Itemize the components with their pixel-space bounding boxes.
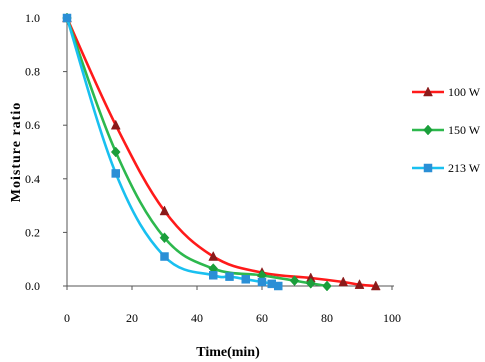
y-tick-label: 0.2 xyxy=(25,225,40,239)
data-point xyxy=(111,169,120,178)
y-tick-label: 0.6 xyxy=(25,118,40,132)
legend-item: 150 W xyxy=(412,123,481,137)
data-point xyxy=(110,119,121,130)
data-point xyxy=(160,252,169,261)
data-point xyxy=(241,275,250,284)
data-point xyxy=(305,277,316,289)
data-point xyxy=(209,271,218,280)
legend-label: 100 W xyxy=(448,85,481,99)
data-point xyxy=(110,146,121,158)
data-point xyxy=(225,272,234,281)
series-1 xyxy=(62,12,332,292)
data-point xyxy=(338,276,349,287)
data-point xyxy=(159,232,170,244)
series-0 xyxy=(62,12,381,291)
y-tick-label: 1.0 xyxy=(25,11,40,25)
legend-label: 150 W xyxy=(448,123,481,137)
x-tick-label: 60 xyxy=(256,311,268,325)
y-tick-label: 0.0 xyxy=(25,279,40,293)
legend-item: 213 W xyxy=(412,161,481,175)
y-axis-title: Moisture ratio xyxy=(9,102,24,202)
x-axis-ticks: 0 20 40 60 80 100 xyxy=(64,286,401,325)
legend-item: 100 W xyxy=(412,85,481,99)
data-point xyxy=(370,280,381,291)
legend-swatch-marker xyxy=(423,163,433,173)
series-2 xyxy=(62,13,283,291)
x-tick-label: 40 xyxy=(191,311,203,325)
x-tick-label: 20 xyxy=(126,311,138,325)
data-point xyxy=(322,280,332,292)
x-tick-label: 80 xyxy=(321,311,333,325)
data-point xyxy=(257,277,267,287)
data-point xyxy=(159,205,170,216)
x-axis-title: Time(min) xyxy=(196,345,260,360)
data-point xyxy=(354,279,365,289)
data-point xyxy=(62,13,72,23)
legend-swatch-marker xyxy=(423,124,433,136)
data-point xyxy=(208,250,219,261)
y-tick-label: 0.8 xyxy=(25,65,40,79)
y-axis-ticks: 0.0 0.2 0.4 0.6 0.8 1.0 xyxy=(25,11,67,293)
x-tick-label: 100 xyxy=(383,311,401,325)
legend-swatch-marker xyxy=(423,86,433,97)
x-tick-label: 0 xyxy=(64,311,70,325)
data-point xyxy=(289,275,300,287)
legend: 100 W 150 W 213 W xyxy=(412,85,481,175)
y-tick-label: 0.4 xyxy=(25,172,40,186)
data-point xyxy=(274,281,283,291)
legend-label: 213 W xyxy=(448,161,481,175)
series-layer xyxy=(62,12,381,292)
